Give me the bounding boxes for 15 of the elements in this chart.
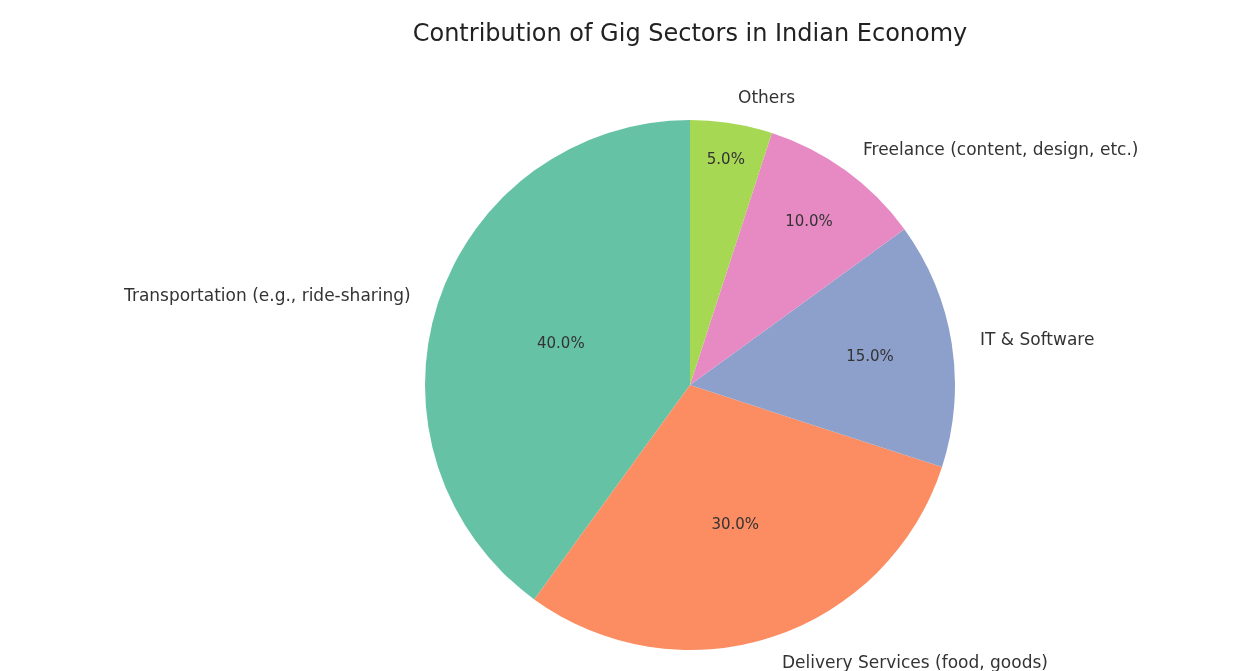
slice-label: Others <box>738 87 796 107</box>
pie-slice <box>690 120 772 385</box>
data-label: 40.0% <box>537 334 585 353</box>
slice-label: Delivery Services (food, goods) <box>782 652 1048 671</box>
pie-slice <box>690 229 955 467</box>
pie-slice <box>425 120 690 600</box>
slice-label: Transportation (e.g., ride-sharing) <box>123 285 411 305</box>
data-label: 30.0% <box>711 515 760 534</box>
pie-slice <box>534 385 943 650</box>
chart-title: Contribution of Gig Sectors in Indian Economy <box>412 19 968 48</box>
data-label: 15.0% <box>846 347 894 366</box>
data-label: 10.0% <box>785 212 833 231</box>
data-label: 5.0% <box>706 149 745 168</box>
slice-label: Freelance (content, design, etc.) <box>863 139 1139 159</box>
slice-label: IT & Software <box>980 329 1095 349</box>
